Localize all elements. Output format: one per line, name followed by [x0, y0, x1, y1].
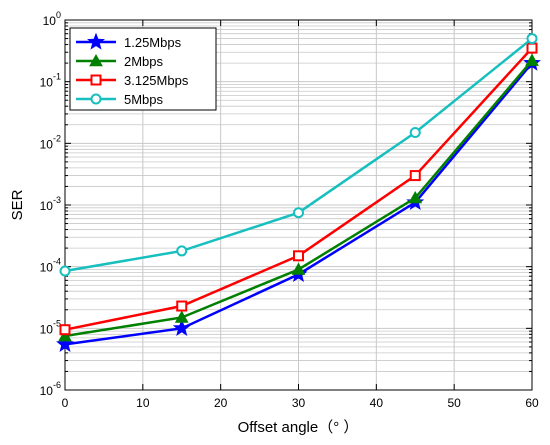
data-point-marker [176, 245, 188, 257]
legend-item: 5Mbps [76, 92, 164, 107]
series-3.125Mbps [59, 42, 538, 336]
y-tick-exponent: -2 [53, 133, 61, 143]
data-point-marker [176, 300, 188, 312]
y-tick-label: 10-3 [40, 195, 61, 213]
y-tick-exponent: -5 [53, 318, 61, 328]
legend-item: 3.125Mbps [76, 73, 189, 88]
data-point-marker [293, 250, 304, 262]
legend-label: 3.125Mbps [124, 73, 189, 88]
data-point-marker [56, 334, 74, 352]
data-point-marker [291, 262, 306, 275]
x-tick-label: 60 [525, 396, 539, 410]
series-5Mbps [59, 33, 538, 277]
legend-item: 2Mbps [76, 53, 164, 69]
y-tick-label: 100 [43, 10, 61, 28]
y-tick-exponent: -6 [53, 380, 61, 390]
y-tick-exponent: -1 [53, 72, 61, 82]
y-tick-label: 10-5 [40, 318, 61, 336]
x-tick-label: 10 [136, 396, 150, 410]
data-point-marker [525, 53, 539, 66]
x-tick-label: 0 [62, 396, 69, 410]
data-point-marker [90, 74, 102, 86]
y-axis-label: SER [9, 189, 26, 220]
data-point-marker [409, 170, 421, 182]
y-tick-exponent: 0 [56, 10, 61, 20]
data-point-marker [172, 318, 191, 336]
legend-item: 1.25Mbps [76, 32, 182, 50]
data-point-marker [293, 207, 304, 219]
y-tick-label: 10-2 [40, 133, 61, 151]
data-point-marker [89, 53, 103, 67]
x-tick-label: 20 [214, 396, 228, 410]
data-point-marker [526, 33, 538, 45]
data-point-marker [90, 93, 102, 105]
y-tick-base: 10 [40, 199, 54, 213]
y-tick-base: 10 [40, 76, 54, 90]
data-point-marker [58, 329, 72, 342]
data-point-marker [526, 42, 538, 54]
data-point-marker [87, 32, 105, 50]
series-2Mbps [58, 53, 539, 342]
y-tick-label: 10-1 [40, 72, 61, 90]
y-tick-exponent: -3 [53, 195, 61, 205]
y-tick-base: 10 [40, 137, 54, 151]
y-tick-base: 10 [43, 14, 57, 28]
y-tick-base: 10 [40, 261, 54, 275]
legend: 1.25Mbps 2Mbps 3.125Mbps 5Mbps [69, 27, 217, 111]
x-tick-label: 40 [370, 396, 384, 410]
y-tick-label: 10-4 [40, 257, 61, 275]
y-tick-base: 10 [40, 322, 54, 336]
y-tick-base: 10 [40, 384, 54, 398]
series-group [56, 33, 541, 352]
x-axis-label: Offset angle（° ） [238, 419, 359, 436]
data-point-marker [409, 126, 421, 138]
legend-label: 1.25Mbps [124, 35, 182, 50]
y-tick-label: 10-6 [40, 380, 61, 398]
x-axis-ticks: 0 10 20 30 40 50 60 [62, 20, 539, 410]
data-point-marker [59, 324, 71, 336]
data-point-marker [408, 190, 423, 204]
legend-label: 5Mbps [124, 92, 164, 107]
data-point-marker [174, 310, 189, 323]
legend-label: 2Mbps [124, 54, 164, 69]
y-tick-exponent: -4 [53, 257, 61, 267]
x-tick-label: 50 [447, 396, 461, 410]
data-point-marker [59, 265, 71, 277]
x-tick-label: 30 [292, 396, 306, 410]
